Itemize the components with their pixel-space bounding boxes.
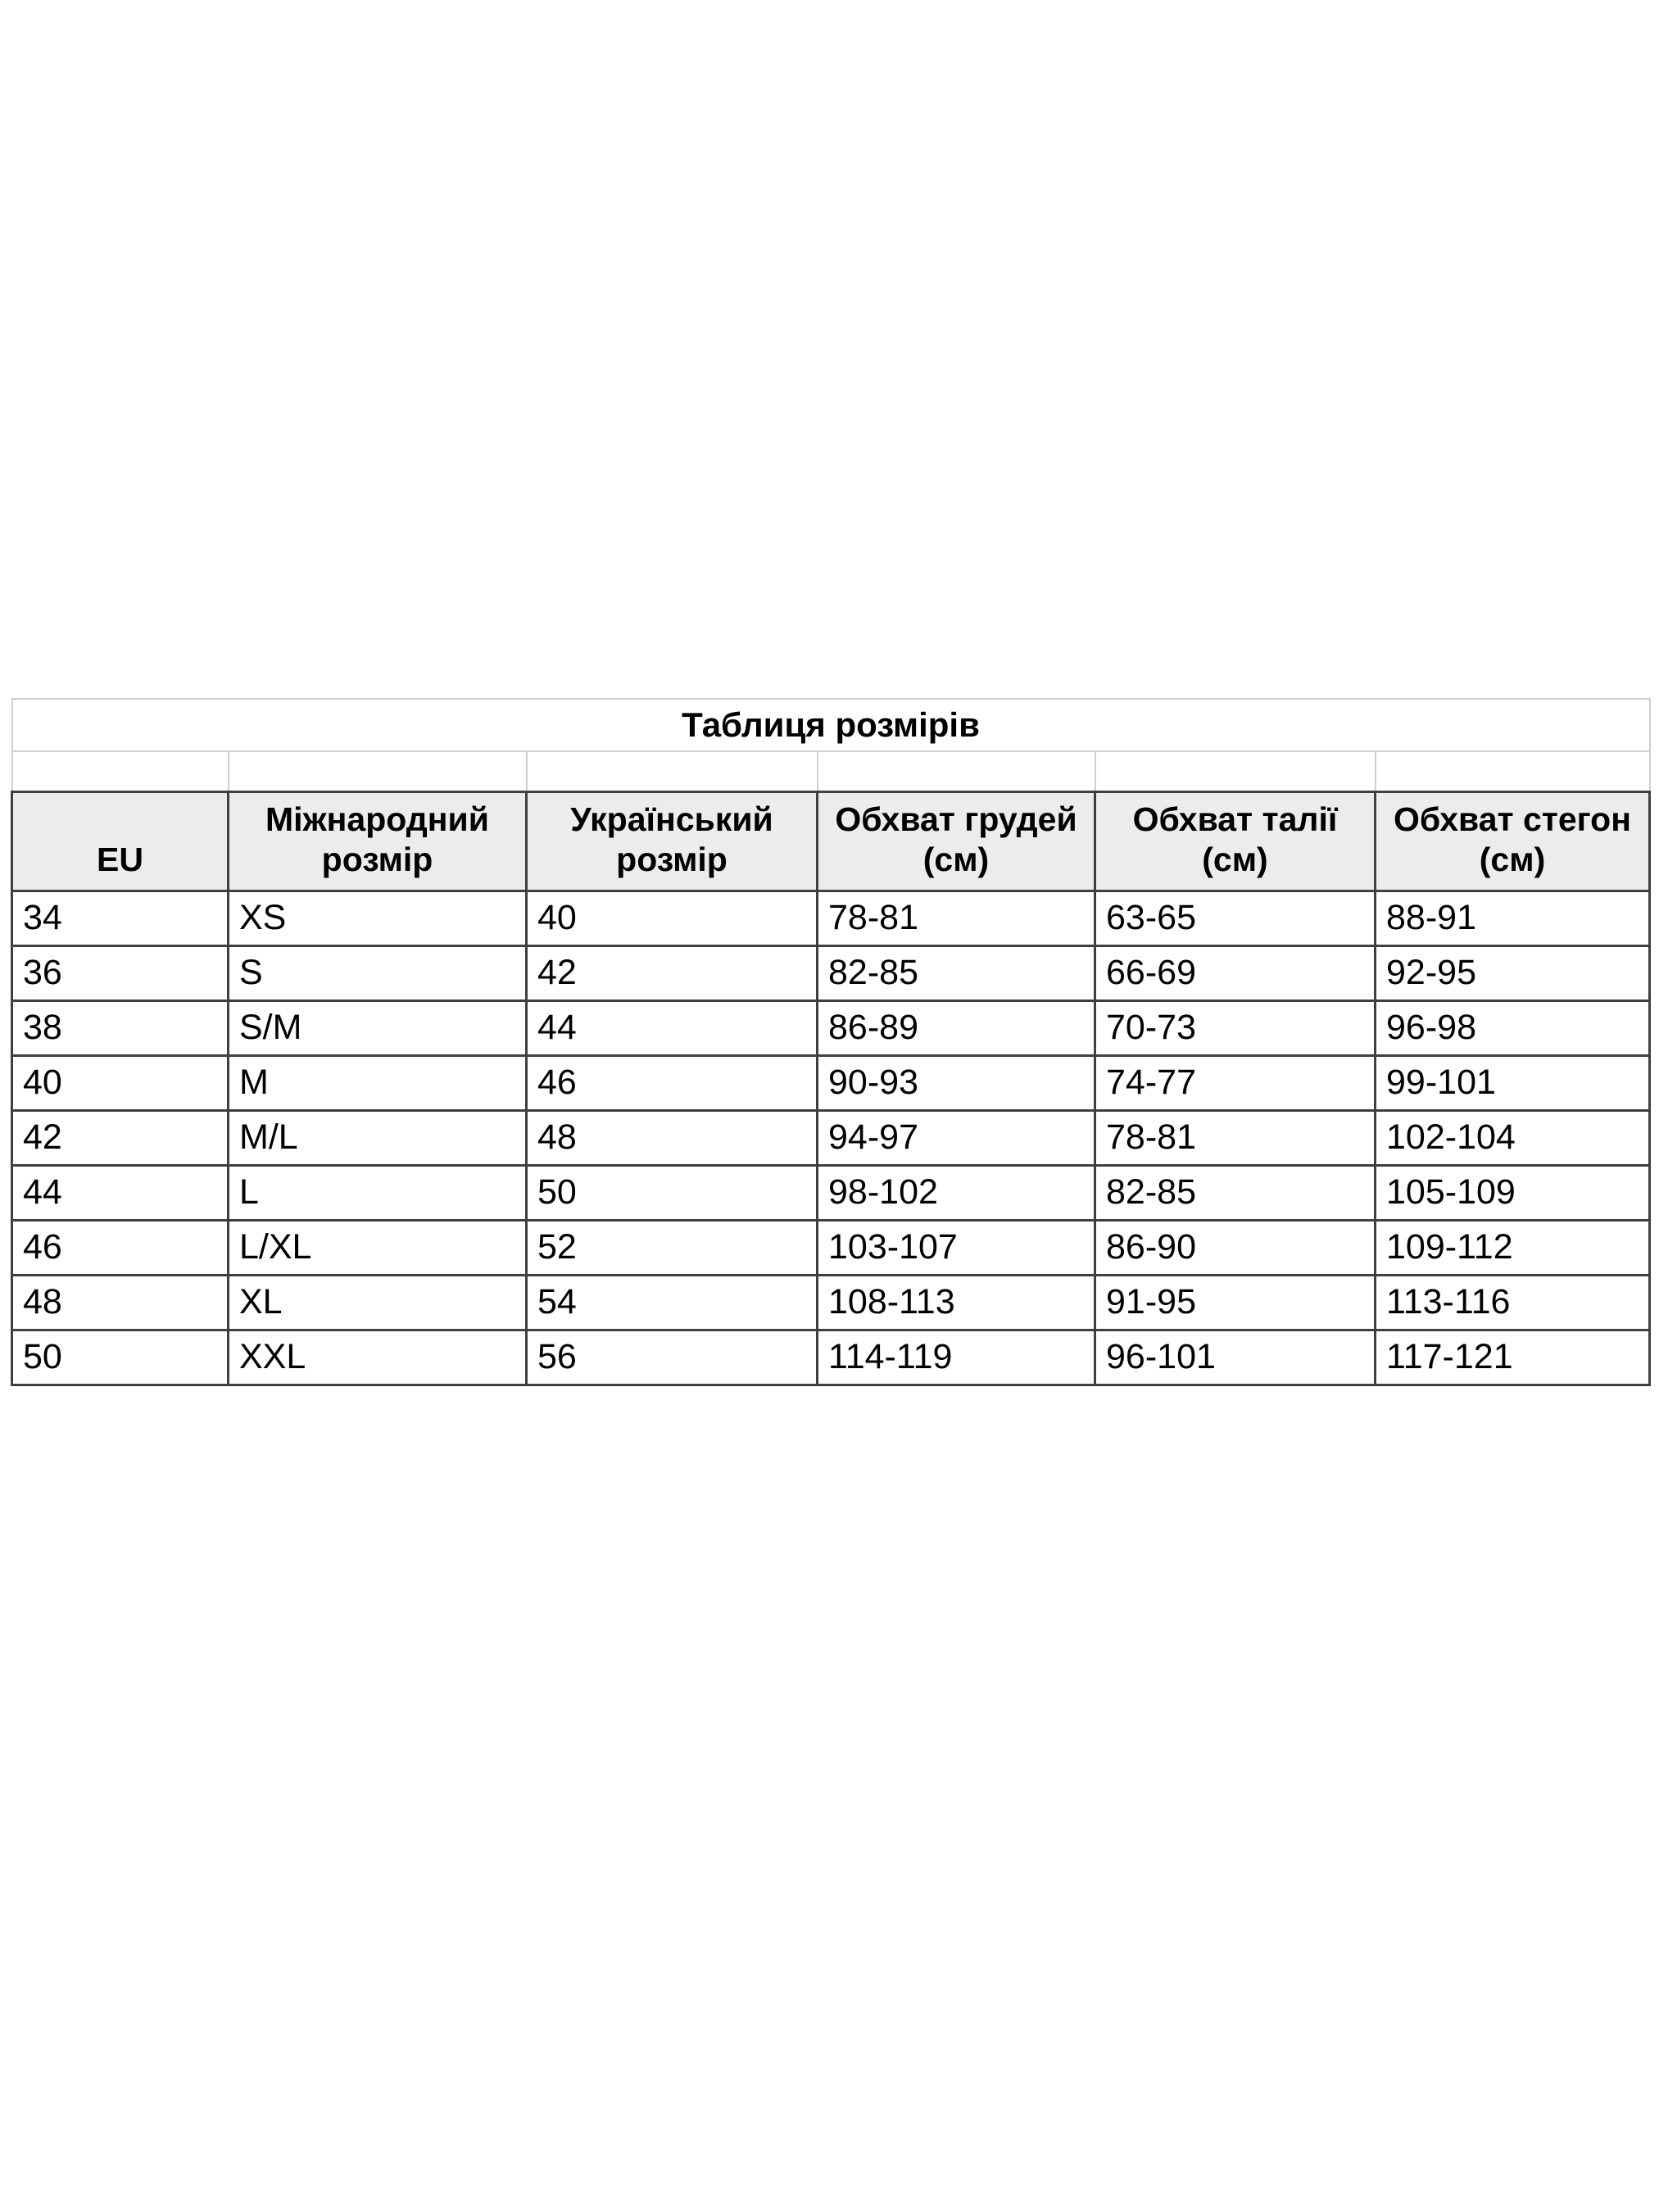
table-cell-hips-cm: 92-95	[1373, 944, 1652, 1002]
column-header-ukrainian-size: Український розмір	[525, 790, 818, 892]
table-cell-ukrainian-size: 54	[525, 1273, 818, 1331]
table-row: 36 S 42 82-85 66-69 92-95	[11, 944, 1652, 1002]
table-row: 48 XL 54 108-113 91-95 113-116	[11, 1273, 1652, 1331]
table-cell-ukrainian-size: 48	[525, 1108, 818, 1167]
table-cell-international-size: S/M	[227, 999, 528, 1057]
table-cell-chest-cm: 103-107	[816, 1218, 1096, 1276]
table-cell-international-size: M/L	[227, 1108, 528, 1167]
table-cell-chest-cm: 94-97	[816, 1108, 1096, 1167]
table-cell-ukrainian-size: 46	[525, 1054, 818, 1112]
table-cell-ukrainian-size: 56	[525, 1328, 818, 1386]
spacer-cell	[525, 750, 818, 792]
table-cell-international-size: S	[227, 944, 528, 1002]
table-cell-eu: 44	[11, 1163, 229, 1222]
table-row: 46 L/XL 52 103-107 86-90 109-112	[11, 1218, 1652, 1276]
column-header-chest-cm: Обхват грудей (см)	[816, 790, 1096, 892]
table-spacer-row	[11, 750, 1651, 792]
table-cell-waist-cm: 82-85	[1094, 1163, 1376, 1222]
table-cell-chest-cm: 98-102	[816, 1163, 1096, 1222]
table-cell-ukrainian-size: 52	[525, 1218, 818, 1276]
spacer-cell	[816, 750, 1096, 792]
table-cell-waist-cm: 91-95	[1094, 1273, 1376, 1331]
table-row: 44 L 50 98-102 82-85 105-109	[11, 1163, 1652, 1222]
spacer-cell	[1094, 750, 1376, 792]
table-cell-eu: 38	[11, 999, 229, 1057]
spacer-cell	[227, 750, 528, 792]
table-cell-hips-cm: 117-121	[1373, 1328, 1652, 1386]
table-title: Таблиця розмірів	[11, 698, 1651, 752]
table-cell-eu: 36	[11, 944, 229, 1002]
table-cell-international-size: XXL	[227, 1328, 528, 1386]
table-cell-chest-cm: 82-85	[816, 944, 1096, 1002]
table-cell-eu: 50	[11, 1328, 229, 1386]
table-cell-eu: 42	[11, 1108, 229, 1167]
table-header-row: EU Міжнародний розмір Український розмір…	[11, 790, 1652, 892]
table-cell-eu: 34	[11, 889, 229, 947]
column-header-eu: EU	[11, 790, 229, 892]
size-chart-container: Таблиця розмірів EU Міжнародний розмір У…	[11, 698, 1652, 1386]
table-cell-eu: 48	[11, 1273, 229, 1331]
table-row: 42 M/L 48 94-97 78-81 102-104	[11, 1108, 1652, 1167]
table-cell-ukrainian-size: 42	[525, 944, 818, 1002]
table-cell-waist-cm: 78-81	[1094, 1108, 1376, 1167]
table-cell-hips-cm: 88-91	[1373, 889, 1652, 947]
table-cell-international-size: M	[227, 1054, 528, 1112]
column-header-waist-cm: Обхват талії (см)	[1094, 790, 1376, 892]
table-cell-chest-cm: 86-89	[816, 999, 1096, 1057]
column-header-international-size: Міжнародний розмір	[227, 790, 528, 892]
table-cell-international-size: XS	[227, 889, 528, 947]
table-cell-ukrainian-size: 44	[525, 999, 818, 1057]
table-cell-hips-cm: 102-104	[1373, 1108, 1652, 1167]
table-cell-waist-cm: 70-73	[1094, 999, 1376, 1057]
table-cell-international-size: L	[227, 1163, 528, 1222]
column-header-hips-cm: Обхват стегон (см)	[1373, 790, 1652, 892]
table-title-row: Таблиця розмірів	[11, 698, 1651, 752]
table-cell-chest-cm: 78-81	[816, 889, 1096, 947]
table-row: 38 S/M 44 86-89 70-73 96-98	[11, 999, 1652, 1057]
table-row: 50 XXL 56 114-119 96-101 117-121	[11, 1328, 1652, 1386]
table-cell-chest-cm: 114-119	[816, 1328, 1096, 1386]
table-cell-ukrainian-size: 40	[525, 889, 818, 947]
table-cell-ukrainian-size: 50	[525, 1163, 818, 1222]
table-cell-hips-cm: 109-112	[1373, 1218, 1652, 1276]
table-row: 34 XS 40 78-81 63-65 88-91	[11, 889, 1652, 947]
table-cell-chest-cm: 108-113	[816, 1273, 1096, 1331]
table-cell-hips-cm: 113-116	[1373, 1273, 1652, 1331]
table-cell-waist-cm: 66-69	[1094, 944, 1376, 1002]
table-cell-chest-cm: 90-93	[816, 1054, 1096, 1112]
spacer-cell	[11, 750, 229, 792]
table-cell-hips-cm: 96-98	[1373, 999, 1652, 1057]
table-cell-waist-cm: 74-77	[1094, 1054, 1376, 1112]
table-cell-international-size: L/XL	[227, 1218, 528, 1276]
table-cell-international-size: XL	[227, 1273, 528, 1331]
table-cell-hips-cm: 99-101	[1373, 1054, 1652, 1112]
table-cell-waist-cm: 96-101	[1094, 1328, 1376, 1386]
table-cell-eu: 46	[11, 1218, 229, 1276]
table-cell-hips-cm: 105-109	[1373, 1163, 1652, 1222]
table-cell-waist-cm: 63-65	[1094, 889, 1376, 947]
spacer-cell	[1374, 750, 1651, 792]
table-cell-waist-cm: 86-90	[1094, 1218, 1376, 1276]
table-row: 40 M 46 90-93 74-77 99-101	[11, 1054, 1652, 1112]
table-cell-eu: 40	[11, 1054, 229, 1112]
size-chart-table: Таблиця розмірів EU Міжнародний розмір У…	[11, 698, 1652, 1386]
